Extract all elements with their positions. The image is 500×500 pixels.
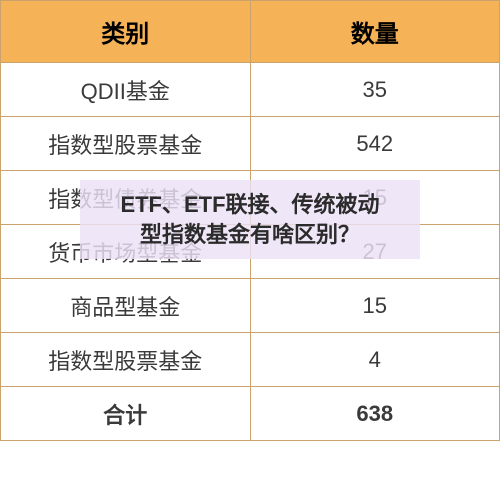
table-cell: 商品型基金 [1, 279, 251, 333]
table-row: 指数型股票基金542 [1, 117, 500, 171]
caption-line-2: 型指数基金有啥区别？ [140, 220, 360, 250]
table-header-cell: 类别 [1, 1, 251, 63]
table-cell: 15 [250, 279, 500, 333]
table-head: 类别数量 [1, 1, 500, 63]
table-header-cell: 数量 [250, 1, 500, 63]
table-cell: 638 [250, 387, 500, 441]
table-cell: 指数型股票基金 [1, 117, 251, 171]
table-cell: 指数型股票基金 [1, 333, 251, 387]
table-cell: 35 [250, 63, 500, 117]
table-cell: 4 [250, 333, 500, 387]
table-row: 商品型基金15 [1, 279, 500, 333]
table-cell: QDII基金 [1, 63, 251, 117]
table-cell: 合计 [1, 387, 251, 441]
table-row: QDII基金35 [1, 63, 500, 117]
caption-overlay: ETF、ETF联接、传统被动 型指数基金有啥区别？ [80, 180, 420, 259]
table-row: 合计638 [1, 387, 500, 441]
table-cell: 542 [250, 117, 500, 171]
table-header-row: 类别数量 [1, 1, 500, 63]
table-row: 指数型股票基金4 [1, 333, 500, 387]
caption-line-1: ETF、ETF联接、传统被动 [120, 190, 379, 220]
